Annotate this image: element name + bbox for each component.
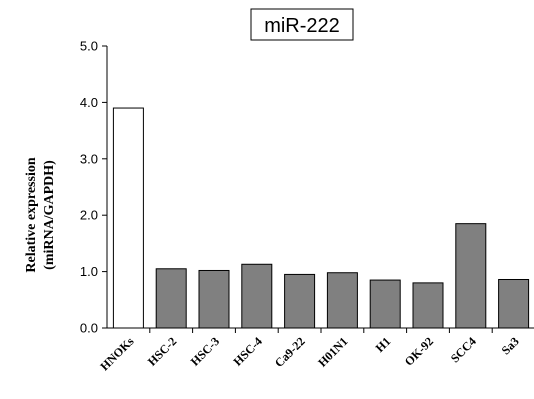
- y-tick-label: 0.0: [80, 321, 98, 336]
- x-category-label: H1: [373, 334, 394, 355]
- x-category-label: HNOKs: [97, 334, 136, 373]
- y-tick-label: 1.0: [80, 264, 98, 279]
- y-axis-ticks: 0.0 1.0 2.0 3.0 4.0 5.0: [80, 39, 107, 336]
- x-category-label: Ca9-22: [272, 334, 308, 370]
- bar-scc4: [455, 223, 487, 329]
- x-category-label: SCC4: [448, 334, 479, 365]
- chart-title: miR-222: [264, 15, 340, 37]
- bars-group: [112, 107, 530, 329]
- y-tick-label: 5.0: [80, 39, 98, 54]
- bar-sa3: [498, 278, 530, 329]
- y-tick-label: 4.0: [80, 95, 98, 110]
- chart-title-group: miR-222: [250, 8, 354, 41]
- bar-hsc-2: [155, 268, 187, 329]
- y-axis-title-group: Relative expression (miRNA/GAPDH): [24, 157, 57, 272]
- x-category-label: HSC-2: [145, 334, 179, 368]
- x-axis-labels: HNOKs HSC-2 HSC-3 HSC-4 Ca9-22 H01N1 H1 OK-92 SC…: [97, 328, 522, 373]
- x-category-label: HSC-4: [231, 334, 265, 368]
- x-category-label: H01N1: [315, 334, 350, 369]
- x-category-label: OK-92: [402, 334, 436, 368]
- bar-h1: [369, 279, 401, 329]
- y-axis-title-line2: (miRNA/GAPDH): [42, 160, 57, 270]
- chart-title-box: [250, 8, 354, 41]
- y-axis-title-line1: Relative expression: [24, 157, 39, 272]
- bar-hsc-4: [241, 263, 273, 329]
- bar-h01n1: [326, 272, 358, 329]
- x-category-label: HSC-3: [188, 334, 222, 368]
- x-category-label: Sa3: [499, 334, 522, 357]
- y-tick-label: 3.0: [80, 151, 98, 166]
- bar-ca9-22: [284, 273, 316, 329]
- bar-hsc-3: [198, 269, 230, 329]
- bar-hnoks: [112, 107, 144, 329]
- bar-ok-92: [412, 282, 444, 329]
- y-tick-label: 2.0: [80, 208, 98, 223]
